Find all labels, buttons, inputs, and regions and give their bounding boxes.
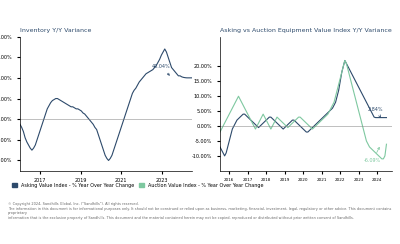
Text: 2.84%: 2.84% xyxy=(368,107,384,117)
Text: Inventory Y/Y Variance: Inventory Y/Y Variance xyxy=(20,29,91,33)
Text: -6.09%: -6.09% xyxy=(364,147,381,163)
Text: 40.04%: 40.04% xyxy=(152,64,170,75)
Legend: Asking Value Index - % Year Over Year Change, Auction Value Index - % Year Over : Asking Value Index - % Year Over Year Ch… xyxy=(10,181,266,190)
Text: © Copyright 2024, Sandhills Global, Inc. ("Sandhills"). All rights reserved.
The: © Copyright 2024, Sandhills Global, Inc.… xyxy=(8,202,391,220)
Text: Sandhills Equipment Value Index : US Used Sprayers Market: Sandhills Equipment Value Index : US Use… xyxy=(4,16,358,26)
Text: Asking vs Auction Equipment Value Index Y/Y Variance: Asking vs Auction Equipment Value Index … xyxy=(220,29,392,33)
